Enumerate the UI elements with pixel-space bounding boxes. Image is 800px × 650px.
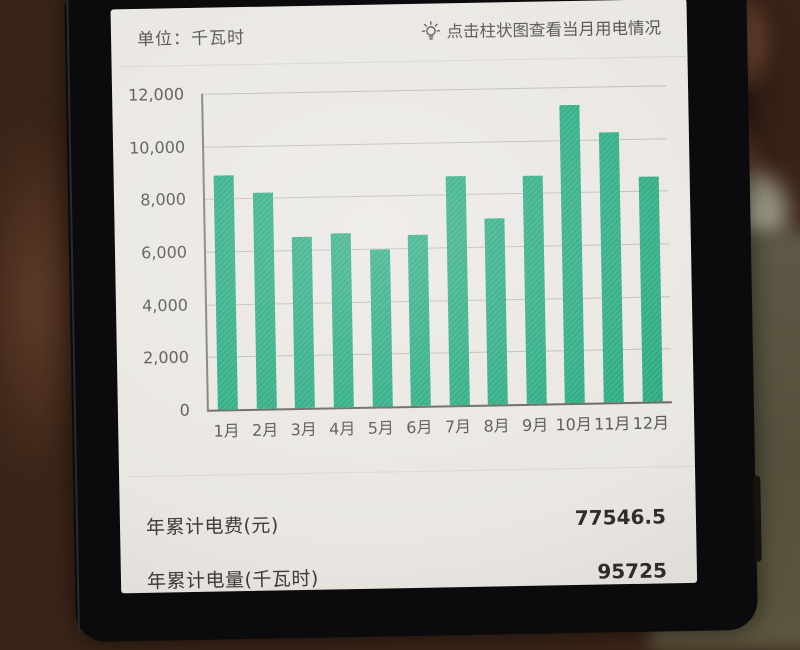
photo-of-phone: { "header": { "unit_label": "单位：千瓦时", "t… — [0, 0, 800, 600]
unit-label: 单位：千瓦时 — [136, 27, 246, 50]
x-axis-labels: 1月 2月 3月 4月 5月 6月 7月 8月 9月 10月 11月 12月 — [207, 409, 670, 441]
y-tick-label: 8,000 — [140, 189, 187, 210]
bar-slot — [242, 92, 286, 409]
bar-4月[interactable] — [330, 233, 354, 408]
bar-chart-plot — [201, 85, 672, 412]
bar-slot — [627, 85, 671, 402]
bar-slot — [203, 93, 247, 410]
tip-banner: 点击柱状图查看当月用电情况 — [420, 14, 661, 42]
phone-screen: 单位：千瓦时 点击柱状图查看当月用电情况 — [110, 0, 698, 594]
bar-3月[interactable] — [292, 236, 316, 409]
bar-slot — [396, 90, 440, 407]
x-tick-label: 10月 — [555, 414, 593, 435]
bar-1月[interactable] — [213, 174, 239, 410]
y-tick-label: 6,000 — [141, 242, 188, 263]
bar-slot — [319, 91, 363, 408]
tip-label: 点击柱状图查看当月用电情况 — [446, 18, 662, 42]
bar-slot — [280, 92, 324, 409]
bar-slot — [357, 90, 401, 407]
bar-11月[interactable] — [598, 132, 624, 403]
phone-device: 单位：千瓦时 点击柱状图查看当月用电情况 — [63, 0, 762, 643]
bar-12月[interactable] — [638, 176, 663, 402]
x-tick-label: 5月 — [367, 418, 395, 438]
annual-energy-value: 95725 — [597, 558, 668, 584]
bar-slot — [512, 87, 556, 404]
x-tick-label: 6月 — [406, 417, 433, 438]
summary-row-annual-fee: 年累计电费(元) 77546.5 — [146, 495, 667, 547]
annual-fee-value: 77546.5 — [574, 504, 667, 531]
x-tick-label: 3月 — [290, 419, 317, 440]
header-divider — [119, 55, 686, 68]
x-tick-label: 11月 — [593, 413, 631, 434]
x-tick-label: 4月 — [329, 419, 356, 439]
bar-8月[interactable] — [484, 218, 509, 405]
bar-2月[interactable] — [252, 192, 277, 409]
lightbulb-icon — [420, 19, 440, 41]
bars — [203, 85, 672, 410]
annual-fee-label: 年累计电费(元) — [145, 513, 280, 539]
x-tick-label: 7月 — [444, 416, 472, 437]
annual-energy-label: 年累计电量(千瓦时) — [146, 567, 320, 593]
y-axis-labels: 12,000 10,000 8,000 6,000 4,000 2,000 0 — [112, 85, 198, 420]
bar-6月[interactable] — [407, 234, 432, 407]
x-tick-label: 9月 — [521, 415, 549, 435]
x-tick-label: 12月 — [632, 413, 670, 433]
y-tick-label: 4,000 — [141, 295, 189, 316]
x-tick-label: 2月 — [251, 420, 279, 440]
phone-edge — [66, 0, 80, 635]
y-tick-label: 12,000 — [127, 84, 185, 105]
bar-slot — [435, 89, 479, 406]
phone-side-button — [753, 475, 762, 562]
x-tick-label: 8月 — [483, 416, 510, 436]
y-tick-label: 10,000 — [128, 137, 186, 158]
bar-10月[interactable] — [559, 105, 586, 404]
summary-divider — [127, 465, 696, 478]
bar-slot — [473, 88, 517, 405]
bar-slot — [589, 86, 633, 403]
y-tick-label: 2,000 — [142, 347, 190, 368]
x-tick-label: 1月 — [213, 421, 240, 441]
bar-slot — [550, 87, 594, 404]
summary-row-annual-energy: 年累计电量(千瓦时) 95725 — [147, 549, 668, 593]
y-tick-label: 0 — [179, 400, 191, 420]
bar-5月[interactable] — [369, 249, 393, 407]
bar-9月[interactable] — [522, 175, 547, 404]
bar-7月[interactable] — [445, 175, 470, 406]
